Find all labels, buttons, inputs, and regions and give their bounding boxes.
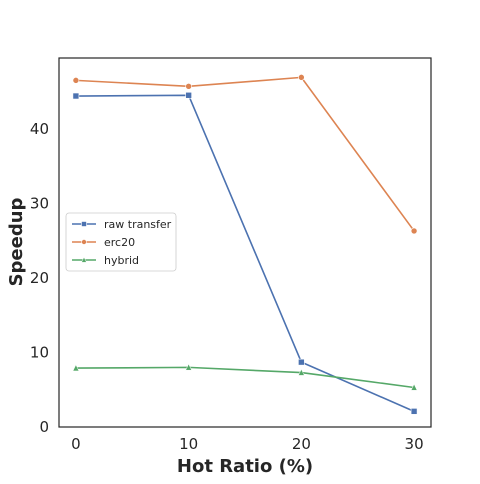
x-tick-label: 20 [292,435,311,453]
y-tick-label: 40 [30,120,49,138]
series-line-erc20 [75,76,415,232]
y-tick-label: 0 [39,418,49,436]
y-tick-label: 10 [30,343,49,361]
data-point-raw-transfer [410,408,418,415]
legend-label: erc20 [104,236,135,249]
data-point-hybrid [185,363,193,371]
series-line-hybrid [75,366,415,389]
x-tick-label: 10 [179,435,198,453]
legend-box [65,212,177,272]
y-tick-label: 20 [30,269,49,287]
data-point-raw-transfer [298,358,305,366]
data-point-hybrid [410,383,418,391]
x-tick-label: 30 [405,435,424,453]
x-tick-label: 0 [71,435,81,453]
legend-marker-erc20 [81,239,87,245]
legend-label: hybrid [104,254,139,267]
data-point-raw-transfer [72,92,80,100]
series-line-raw-transfer [75,94,415,413]
y-tick-label: 30 [30,194,49,212]
data-point-erc20 [298,74,305,81]
marks-layer [72,74,418,415]
data-point-erc20 [410,227,418,235]
x-axis-title: Hot Ratio (%) [177,456,313,477]
data-point-erc20 [72,77,80,84]
y-axis-title: Speedup [6,197,27,286]
data-point-hybrid [72,364,80,372]
data-point-hybrid [297,368,305,376]
legend-marker-hybrid [81,256,87,263]
data-point-erc20 [185,83,192,90]
ticks-layer: 0 10 20 30 0 10 20 30 40 [30,120,424,453]
data-point-raw-transfer [185,91,192,99]
legend-marker-raw-transfer [81,221,87,227]
legend: raw transfer erc20 hybrid [65,212,177,272]
legend-label: raw transfer [104,218,172,231]
